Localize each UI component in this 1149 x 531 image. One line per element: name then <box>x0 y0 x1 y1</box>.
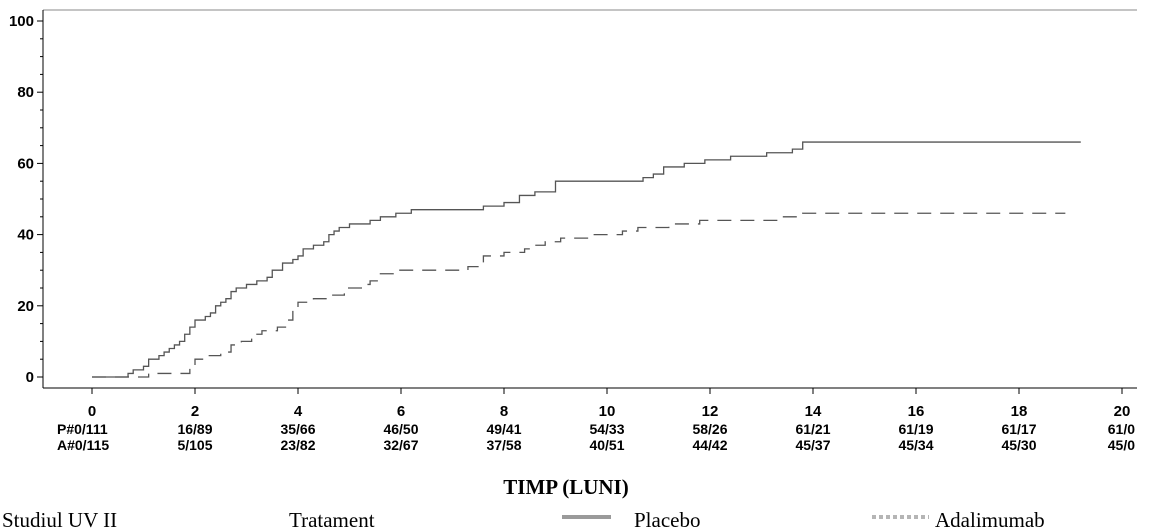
risk-cell: 45/30 <box>1001 437 1036 453</box>
y-tick-label: 40 <box>17 227 34 244</box>
risk-cell: 46/50 <box>383 421 418 437</box>
x-tick-label: 20 <box>1114 403 1131 420</box>
x-tick-label: 18 <box>1011 403 1028 420</box>
y-axis: 0 20 40 60 80 100 <box>9 13 43 386</box>
risk-cell: 61/17 <box>1001 421 1036 437</box>
y-tick-label: 100 <box>9 13 34 30</box>
x-tick-label: 16 <box>908 403 925 420</box>
x-tick-label: 12 <box>702 403 719 420</box>
risk-cell: 40/51 <box>589 437 624 453</box>
risk-cell: 45/34 <box>898 437 933 453</box>
y-tick-label: 80 <box>17 84 34 101</box>
risk-cell: 49/41 <box>486 421 521 437</box>
risk-cell: 45/37 <box>795 437 830 453</box>
legend-adalimumab-label: Adalimumab <box>935 508 1045 531</box>
x-axis: 0 2 4 6 8 10 12 14 16 18 20 <box>88 388 1131 420</box>
x-tick-label: 2 <box>191 403 199 420</box>
x-tick-label: 4 <box>294 403 303 420</box>
y-tick-label: 20 <box>17 298 34 315</box>
y-tick-label: 60 <box>17 155 34 172</box>
risk-cell: 37/58 <box>486 437 521 453</box>
risk-cell: 16/89 <box>177 421 212 437</box>
risk-cell: A#0/115 <box>57 437 109 453</box>
series-line-adalimumab <box>92 212 1066 378</box>
x-tick-label: 0 <box>88 403 96 420</box>
legend: Studiul UV II Tratament Placebo Adalimum… <box>2 508 1045 531</box>
risk-cell: 58/26 <box>692 421 727 437</box>
legend-placebo-label: Placebo <box>634 508 700 531</box>
risk-cell: 54/33 <box>589 421 624 437</box>
x-tick-label: 10 <box>599 403 616 420</box>
risk-cell: 61/19 <box>898 421 933 437</box>
risk-cell: 44/42 <box>692 437 727 453</box>
x-axis-title: TIMP (LUNI) <box>503 475 628 499</box>
legend-treatment-label: Tratament <box>289 508 375 531</box>
risk-cell: 5/105 <box>177 437 212 453</box>
risk-cell: 61/21 <box>795 421 830 437</box>
risk-cell: P#0/111 <box>57 421 108 437</box>
risk-cell: 23/82 <box>280 437 315 453</box>
x-tick-label: 14 <box>805 403 822 420</box>
risk-table: P#0/111 16/89 35/66 46/50 49/41 54/33 58/26 61/… <box>57 421 1135 453</box>
series-layer <box>92 141 1081 378</box>
x-tick-label: 6 <box>397 403 405 420</box>
risk-cell: 32/67 <box>383 437 418 453</box>
legend-study-label: Studiul UV II <box>2 508 117 531</box>
risk-cell: 45/0 <box>1108 437 1135 453</box>
risk-cell: 35/66 <box>280 421 315 437</box>
risk-cell: 61/0 <box>1108 421 1135 437</box>
y-tick-label: 0 <box>26 369 34 386</box>
plot-frame <box>42 9 1137 389</box>
x-tick-label: 8 <box>500 403 508 420</box>
series-line-placebo <box>92 141 1081 378</box>
